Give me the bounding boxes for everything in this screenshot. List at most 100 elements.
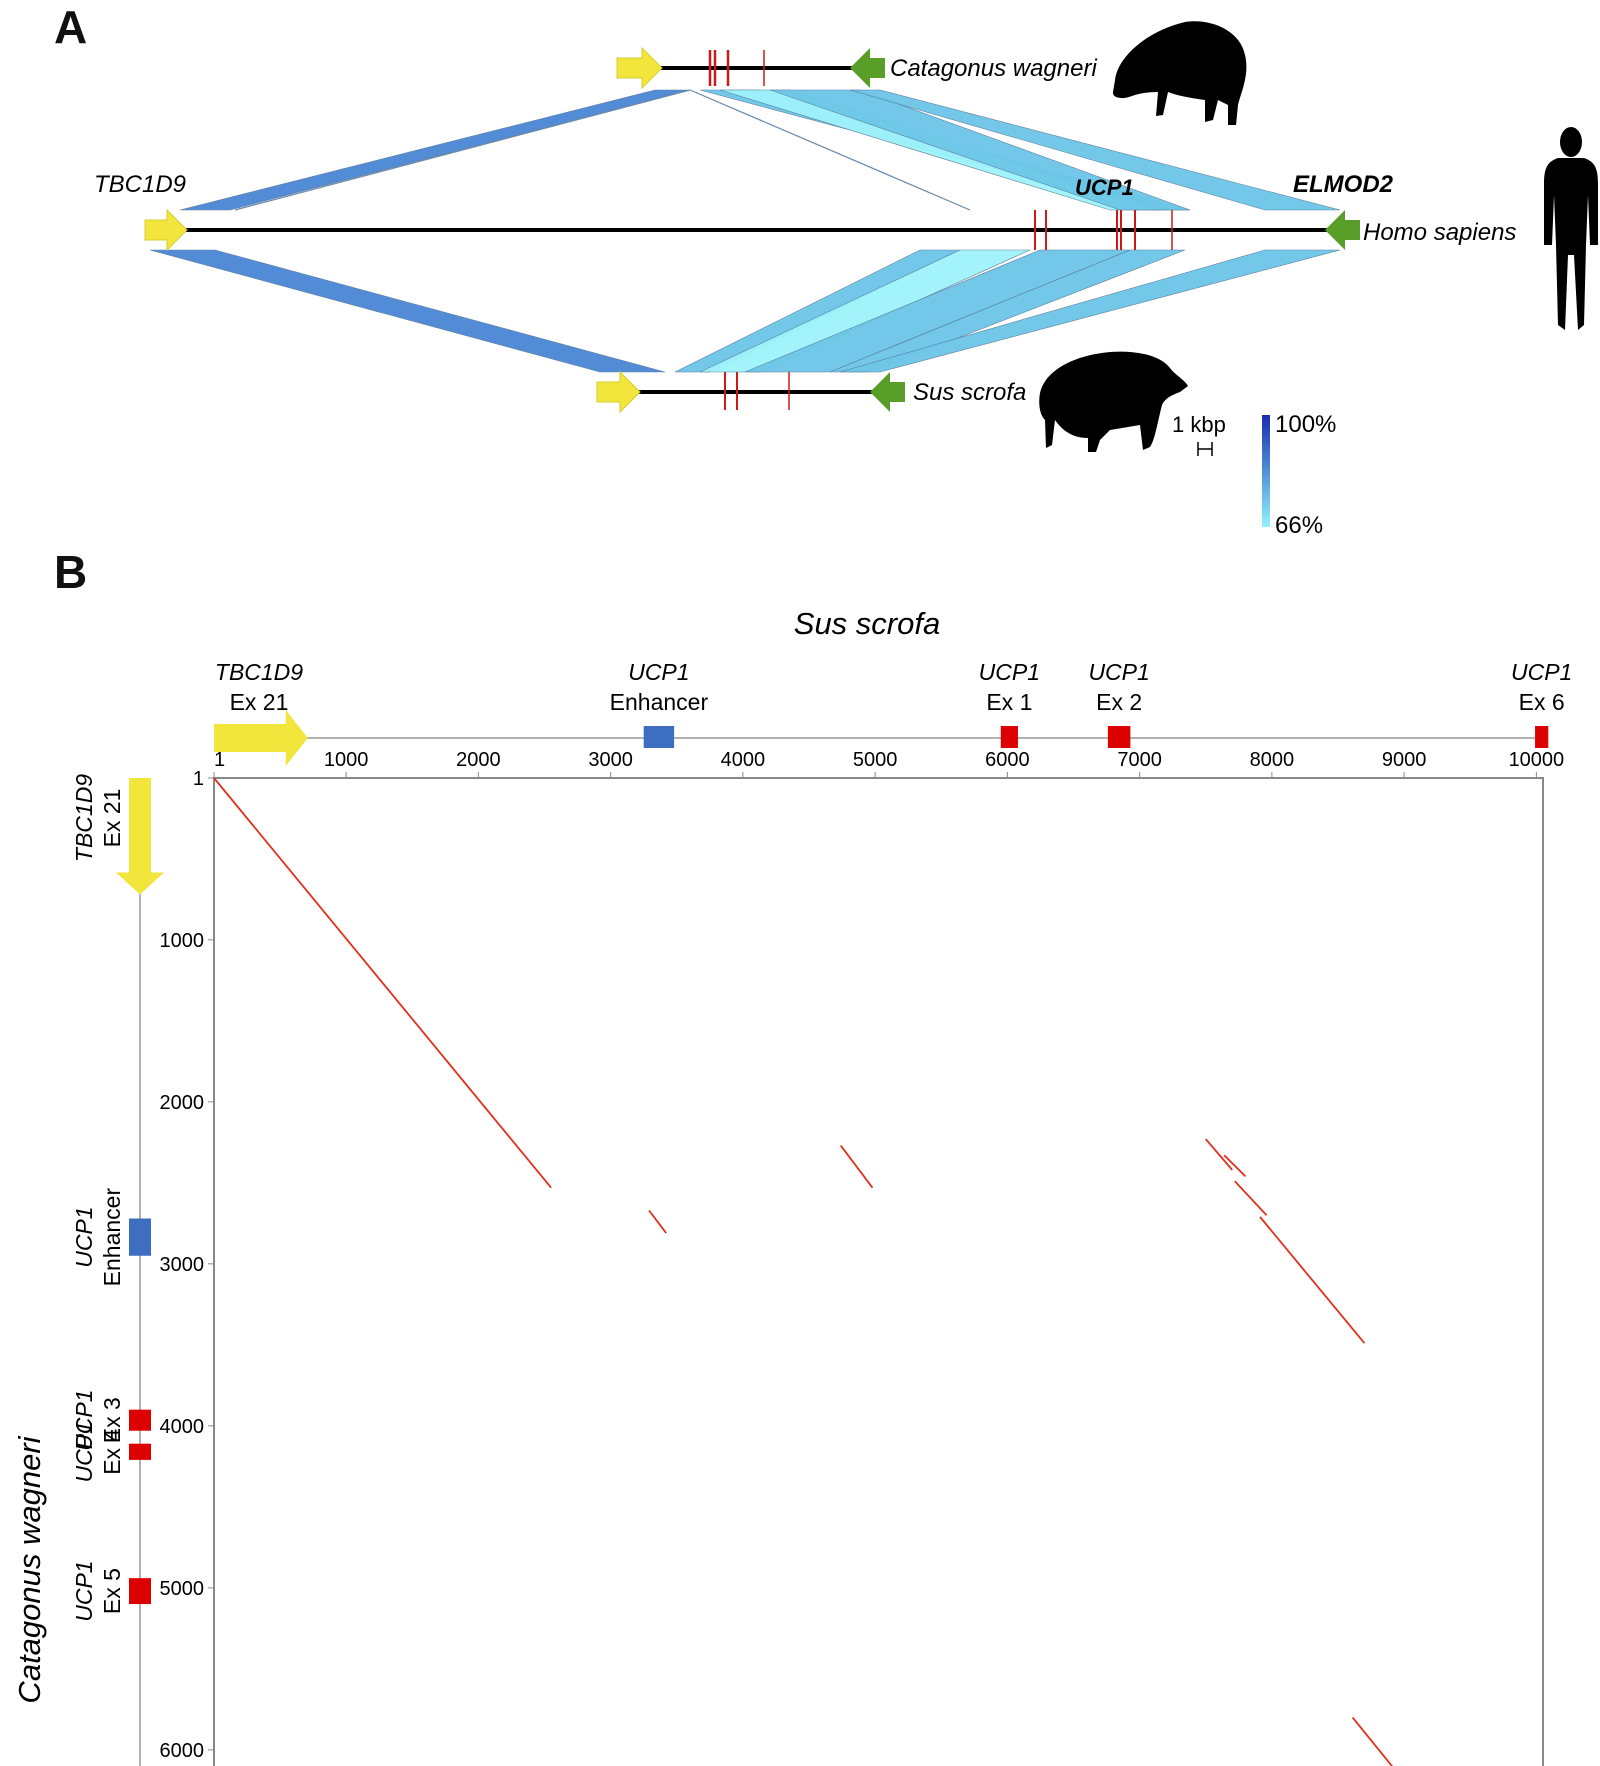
tbc1d9-arrow-icon bbox=[214, 710, 308, 766]
exon-marker bbox=[1000, 726, 1018, 748]
tbc1d9-arrow-icon bbox=[144, 208, 188, 252]
y-feature-label: Ex 4 bbox=[99, 1429, 125, 1475]
synteny-band bbox=[149, 249, 666, 373]
elmod2-arrow-icon bbox=[850, 48, 885, 88]
elmod2-arrow-icon bbox=[1325, 210, 1360, 250]
x-tick-label: 1000 bbox=[324, 749, 369, 771]
alignment-segment bbox=[1259, 1216, 1366, 1344]
track-sus bbox=[596, 370, 905, 414]
x-tick-label: 9000 bbox=[1382, 749, 1427, 771]
x-feature-gene-label: UCP1 bbox=[979, 659, 1040, 685]
x-tick-label: 1 bbox=[214, 749, 225, 771]
y-species-label: Catagonus wagneri bbox=[12, 1435, 47, 1703]
y-feature-gene-label: UCP1 bbox=[71, 1390, 97, 1451]
x-feature-label: Ex 2 bbox=[1096, 689, 1142, 715]
x-axis-ticks: 1 1000 2000 3000 4000 5000 6000 7000 8000 9000 100… bbox=[213, 749, 1565, 778]
alignment-segment bbox=[840, 1145, 874, 1189]
identity-min-label: 66% bbox=[1275, 512, 1323, 539]
x-feature-label: Ex 1 bbox=[986, 689, 1032, 715]
x-feature-label: Ex 21 bbox=[230, 689, 289, 715]
alignment-segments bbox=[213, 777, 1394, 1766]
synteny-panel: Catagonus wagneri TBC1D9 UCP1 ELMOD2 Hom… bbox=[94, 21, 1598, 539]
track-catagonus bbox=[616, 46, 885, 90]
gene-label-ucp1: UCP1 bbox=[1075, 175, 1134, 200]
y-tick-label: 2000 bbox=[160, 1092, 205, 1114]
identity-color-scale bbox=[1262, 415, 1270, 527]
x-feature-gene-label: UCP1 bbox=[1511, 659, 1572, 685]
peccary-silhouette-icon bbox=[1112, 21, 1247, 126]
exon-marker bbox=[1107, 726, 1131, 748]
synteny-band bbox=[769, 89, 1191, 211]
x-feature-gene-label: UCP1 bbox=[628, 659, 689, 685]
y-feature-label: Enhancer bbox=[99, 1188, 125, 1287]
x-tick-label: 6000 bbox=[985, 749, 1030, 771]
x-tick-label: 10000 bbox=[1509, 749, 1565, 771]
alignment-segment bbox=[1234, 1180, 1268, 1216]
exon-marker bbox=[129, 1443, 151, 1460]
exon-marks bbox=[1034, 210, 1173, 250]
y-feature-label: Ex 3 bbox=[99, 1397, 125, 1443]
synteny-band bbox=[179, 89, 691, 211]
y-tick-label: 1000 bbox=[160, 930, 205, 952]
alignment-segment bbox=[648, 1209, 667, 1234]
exon-marker bbox=[1535, 726, 1549, 748]
scale-bar-label: 1 kbp bbox=[1172, 412, 1226, 437]
tbc1d9-arrow-icon bbox=[596, 370, 641, 414]
identity-max-label: 100% bbox=[1275, 411, 1336, 438]
track-homo bbox=[144, 208, 1360, 252]
x-tick-label: 3000 bbox=[588, 749, 633, 771]
alignment-segment bbox=[1223, 1154, 1247, 1178]
species-label-homo: Homo sapiens bbox=[1363, 219, 1516, 246]
x-tick-label: 2000 bbox=[456, 749, 501, 771]
x-tick-label: 8000 bbox=[1250, 749, 1295, 771]
plot-area bbox=[213, 777, 1544, 1766]
y-tick-label: 5000 bbox=[160, 1578, 205, 1600]
scale-bar bbox=[1197, 442, 1213, 456]
panel-b-label: B bbox=[54, 546, 88, 598]
alignment-segment bbox=[213, 777, 552, 1189]
x-feature-gene-label: UCP1 bbox=[1088, 659, 1149, 685]
y-feature-label: Ex 5 bbox=[99, 1568, 125, 1614]
y-tick-label: 3000 bbox=[160, 1254, 205, 1276]
human-silhouette-icon bbox=[1544, 127, 1598, 330]
synteny-band bbox=[849, 89, 1341, 211]
panel-a-label: A bbox=[54, 1, 88, 53]
exon-marker bbox=[129, 1578, 151, 1605]
synteny-bands bbox=[149, 89, 1341, 373]
species-label-catagonus: Catagonus wagneri bbox=[890, 55, 1097, 82]
x-feature-gene-label: TBC1D9 bbox=[215, 659, 303, 685]
elmod2-arrow-icon bbox=[870, 372, 905, 412]
alignment-segment bbox=[1205, 1138, 1233, 1171]
species-label-sus: Sus scrofa bbox=[913, 379, 1026, 406]
y-feature-gene-label: UCP1 bbox=[71, 1421, 97, 1482]
exon-marker bbox=[129, 1409, 151, 1431]
exon-marks bbox=[724, 372, 790, 410]
x-feature-track: TBC1D9 Ex 21 UCP1 Enhancer UCP1 Ex 1 UCP1 Ex 2 U… bbox=[214, 659, 1572, 766]
x-tick-label: 4000 bbox=[721, 749, 766, 771]
y-tick-label: 4000 bbox=[160, 1416, 205, 1438]
alignment-segment bbox=[1351, 1716, 1394, 1766]
y-feature-gene-label: TBC1D9 bbox=[71, 774, 97, 862]
synteny-band bbox=[839, 249, 1341, 373]
x-tick-label: 7000 bbox=[1117, 749, 1162, 771]
x-feature-label: Enhancer bbox=[610, 689, 709, 715]
tbc1d9-arrow-icon bbox=[616, 46, 663, 90]
enhancer-marker bbox=[129, 1218, 151, 1256]
y-tick-label: 1 bbox=[193, 768, 204, 790]
x-tick-label: 5000 bbox=[853, 749, 898, 771]
y-tick-label: 6000 bbox=[160, 1740, 205, 1762]
gene-label-elmod2: ELMOD2 bbox=[1293, 171, 1394, 198]
x-species-label: Sus scrofa bbox=[794, 606, 940, 641]
x-feature-label: Ex 6 bbox=[1519, 689, 1565, 715]
enhancer-marker bbox=[643, 726, 675, 748]
synteny-line bbox=[234, 89, 691, 211]
gene-label-tbc1d9: TBC1D9 bbox=[94, 171, 186, 198]
y-feature-gene-label: UCP1 bbox=[71, 1560, 97, 1621]
y-feature-gene-label: UCP1 bbox=[71, 1206, 97, 1267]
exon-marks bbox=[708, 50, 765, 86]
tbc1d9-arrow-icon bbox=[116, 778, 164, 895]
boar-silhouette-icon bbox=[1039, 351, 1188, 452]
